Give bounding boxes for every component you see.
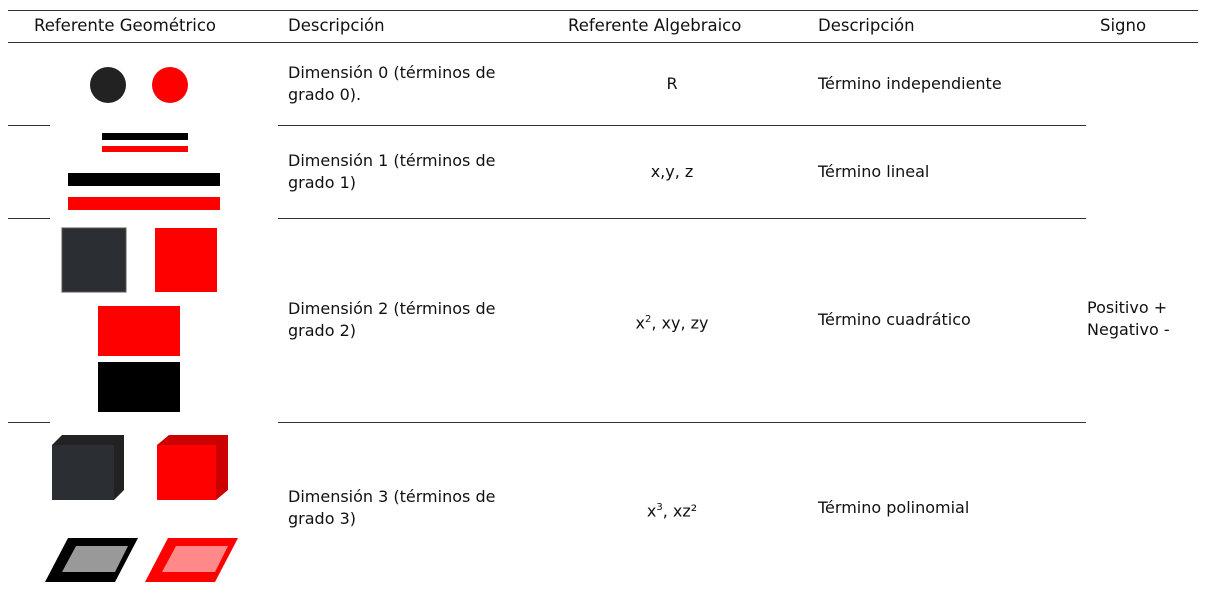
header-cell: Descripción [818, 16, 915, 35]
algebraic-exponent: 2 [644, 314, 652, 325]
algebraic-rest: , xz² [662, 501, 698, 521]
term: Término polinomial [818, 498, 970, 517]
description: Dimensión 3 (términos de grado 3) [288, 487, 496, 528]
sign-cell: Positivo + Negativo - [1087, 297, 1170, 341]
algebraic-base: x [635, 313, 645, 333]
description: Dimensión 2 (términos de grado 2) [288, 299, 496, 340]
term: Término independiente [818, 74, 1002, 93]
rule [278, 125, 1086, 126]
header-cell: Descripción [288, 16, 385, 35]
description: Dimensión 0 (términos de grado 0). [288, 63, 496, 104]
rule [8, 42, 1198, 43]
rule [278, 422, 1086, 423]
header-cell: Signo [1100, 16, 1147, 35]
term: Término lineal [818, 162, 930, 181]
algebraic: R [562, 73, 782, 95]
algebraic-base: x,y, z [650, 162, 694, 181]
rule [8, 422, 50, 423]
rule [8, 218, 50, 219]
algebraic: x2, xy, zy [562, 309, 782, 334]
algebraic-rest: , xy, zy [651, 313, 709, 333]
sign: Negativo - [1087, 320, 1170, 339]
algebraic-exponent: 3 [656, 502, 663, 513]
sign: Positivo + [1087, 298, 1168, 317]
term: Término cuadrático [818, 310, 971, 329]
algebraic: x3, xz² [562, 497, 782, 522]
algebraic-base: R [666, 74, 678, 93]
rule [8, 125, 50, 126]
header-cell: Referente Geométrico [34, 16, 216, 35]
rule [8, 10, 1198, 11]
algebraic: x,y, z [562, 161, 782, 183]
description: Dimensión 1 (términos de grado 1) [288, 151, 496, 192]
header-cell: Referente Algebraico [568, 16, 742, 35]
algebraic-base: x [646, 501, 657, 521]
rule [278, 218, 1086, 219]
